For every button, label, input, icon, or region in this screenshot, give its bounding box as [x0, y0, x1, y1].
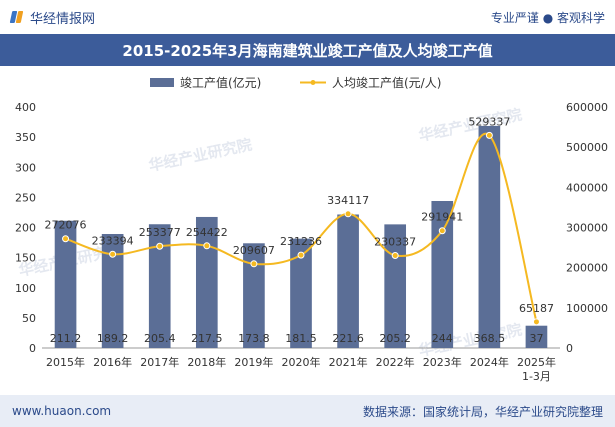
- x-axis-tick-label: 2018年: [187, 355, 226, 369]
- left-axis-tick-label: 150: [15, 252, 36, 265]
- bar: [54, 220, 77, 348]
- x-axis-tick-label: 2019年: [234, 355, 273, 369]
- line-point: [532, 318, 540, 326]
- line-value-label: 254422: [186, 226, 228, 239]
- bar: [525, 325, 548, 348]
- bar: [148, 224, 171, 348]
- line-value-label: 272076: [45, 219, 87, 232]
- line-value-label: 253377: [139, 226, 181, 239]
- line-point: [297, 251, 305, 259]
- left-axis-tick-label: 100: [15, 282, 36, 295]
- bar-value-label: 181.5: [285, 332, 317, 345]
- line-point: [391, 251, 399, 259]
- bar: [101, 234, 124, 348]
- bar-value-label: 368.5: [474, 332, 506, 345]
- line-value-label: 65187: [519, 302, 554, 315]
- x-axis-tick-label: 2023年: [423, 355, 462, 369]
- x-axis-tick-label: 2015年: [46, 355, 85, 369]
- line-value-label: 230337: [374, 235, 416, 248]
- footer: www.huaon.com 数据来源：国家统计局，华经产业研究院整理: [0, 395, 615, 427]
- bar: [478, 125, 501, 348]
- bar-value-label: 205.2: [379, 332, 411, 345]
- line-point: [438, 227, 446, 235]
- x-axis-tick-label: 2020年: [282, 355, 321, 369]
- line-value-label: 209607: [233, 244, 275, 257]
- left-axis-tick-label: 300: [15, 161, 36, 174]
- footer-site-link[interactable]: www.huaon.com: [12, 404, 112, 418]
- x-axis-tick-label: 2024年: [470, 355, 509, 369]
- brand-name: 华经情报网: [30, 11, 96, 27]
- line-value-label: 334117: [327, 194, 369, 207]
- right-axis-tick-label: 300000: [566, 222, 608, 235]
- footer-source: 数据来源：国家统计局，华经产业研究院整理: [362, 404, 603, 419]
- bar-value-label: 173.8: [238, 332, 270, 345]
- right-axis-tick-label: 400000: [566, 181, 608, 194]
- line-point: [485, 131, 493, 139]
- left-axis-tick-label: 50: [22, 312, 36, 325]
- left-axis-tick-label: 400: [15, 101, 36, 114]
- bar-value-label: 205.4: [144, 332, 176, 345]
- line-value-label: 291941: [421, 211, 463, 224]
- line-point: [62, 235, 70, 243]
- line-point: [156, 242, 164, 250]
- x-axis-tick-label: 2016年: [93, 355, 132, 369]
- legend-line-marker: [310, 80, 316, 85]
- left-axis-tick-label: 350: [15, 131, 36, 144]
- bar: [337, 214, 359, 348]
- right-axis-tick-label: 600000: [566, 101, 608, 114]
- right-axis-tick-label: 500000: [566, 141, 608, 154]
- legend-bar-swatch: [150, 78, 174, 87]
- left-axis-tick-label: 0: [29, 342, 36, 355]
- bar-value-label: 221.6: [332, 332, 364, 345]
- bar: [195, 216, 218, 348]
- bar: [290, 238, 312, 348]
- line-point: [250, 260, 258, 268]
- bar-value-label: 37: [529, 332, 543, 345]
- x-axis-tick-label: 2017年: [140, 355, 179, 369]
- watermark-text: 华经产业研究院: [147, 135, 253, 174]
- x-axis-tick-label: 2021年: [329, 355, 368, 369]
- right-axis-tick-label: 200000: [566, 262, 608, 275]
- x-axis-tick-label: 2025年 1-3月: [517, 355, 556, 383]
- chart-title-banner: 2015-2025年3月海南建筑业竣工产值及人均竣工产值: [0, 34, 615, 66]
- line-point: [203, 242, 211, 250]
- right-axis-tick-label: 0: [566, 342, 573, 355]
- bar-value-label: 217.5: [191, 332, 223, 345]
- brand[interactable]: 华经情报网: [9, 8, 96, 27]
- bar: [243, 243, 265, 348]
- bar-value-label: 244: [432, 332, 453, 345]
- tagline: 专业严谨 ● 客观科学: [490, 10, 605, 25]
- left-axis-tick-label: 250: [15, 191, 36, 204]
- bar-value-label: 189.2: [97, 332, 129, 345]
- line-value-label: 529337: [468, 115, 510, 128]
- x-axis-tick-label: 2022年: [376, 355, 415, 369]
- right-axis-tick-label: 100000: [566, 302, 608, 315]
- left-axis-tick-label: 200: [15, 222, 36, 235]
- brand-logo-icon: [9, 10, 24, 24]
- chart: 华经产业研究院华经产业研究院华经产业研究院华经产业研究院竣工产值(亿元)人均竣工…: [15, 75, 608, 383]
- line-point: [344, 210, 352, 218]
- legend-label-bar: 竣工产值(亿元): [180, 75, 261, 90]
- line-point: [109, 250, 117, 258]
- chart-title: 2015-2025年3月海南建筑业竣工产值及人均竣工产值: [122, 41, 493, 60]
- line-value-label: 231236: [280, 235, 322, 248]
- legend-label-line: 人均竣工产值(元/人): [332, 75, 441, 90]
- line-value-label: 233394: [92, 234, 134, 247]
- bar-value-label: 211.2: [50, 332, 82, 345]
- top-bar: 华经情报网 专业严谨 ● 客观科学: [0, 0, 615, 34]
